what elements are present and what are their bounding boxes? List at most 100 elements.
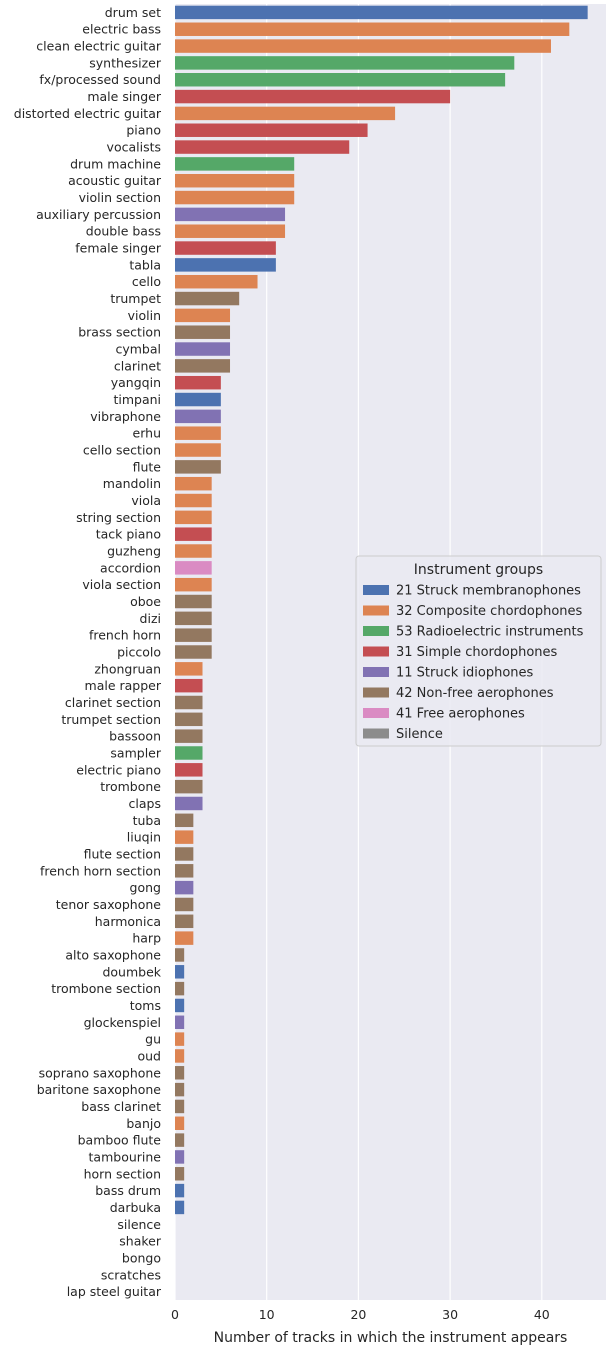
y-tick-label: clarinet section [65,695,161,710]
bar [175,830,194,844]
bar [175,5,588,20]
y-tick-label: scratches [101,1267,161,1282]
bar [175,695,203,710]
bar [175,779,203,794]
legend-label: 42 Non-free aerophones [396,686,554,701]
y-tick-label: harp [132,931,161,946]
bar [175,1032,185,1046]
y-tick-label: guzheng [107,544,161,559]
bar [175,426,221,440]
y-tick-label: brass section [78,325,161,340]
bar [175,258,276,272]
bar [175,965,185,979]
y-tick-label: sampler [110,745,161,760]
legend-swatch [363,646,389,657]
bar [175,645,212,659]
bar [175,140,350,154]
y-tick-label: glockenspiel [84,1015,161,1030]
bar [175,914,194,929]
legend-label: 21 Struck membranophones [396,584,581,599]
bar [175,241,276,255]
y-tick-label: flute [133,459,162,474]
bar [175,1082,185,1097]
y-tick-label: flute section [84,846,161,861]
bar [175,56,515,70]
y-tick-label: lap steel guitar [67,1284,162,1299]
y-tick-label: acoustic guitar [68,173,162,188]
bar [175,746,203,760]
x-tick-label: 0 [171,1307,179,1322]
y-tick-label: trumpet [110,291,161,306]
bar [175,359,231,373]
x-tick-label: 20 [350,1307,366,1322]
legend-swatch [363,728,389,739]
bar [175,493,212,508]
y-tick-label: baritone saxophone [37,1082,162,1097]
bar [175,157,295,171]
bar [175,981,185,996]
y-tick-label: synthesizer [89,55,162,70]
legend-swatch [363,687,389,698]
y-tick-label: clean electric guitar [36,39,162,54]
y-tick-label: tabla [129,257,161,272]
y-tick-label: male singer [87,89,162,104]
bar [175,611,212,626]
y-tick-label: horn section [84,1166,161,1181]
bar [175,1099,185,1114]
y-tick-label: soprano saxophone [39,1065,162,1080]
legend-title: Instrument groups [414,562,543,578]
bar [175,291,240,306]
bar [175,308,231,323]
y-tick-label: bass clarinet [81,1099,161,1114]
y-tick-label: violin [128,308,161,323]
y-tick-label: mandolin [103,476,161,491]
legend-swatch [363,626,389,636]
legend: Instrument groups 21 Struck membranophon… [355,555,602,747]
bar [175,476,212,491]
bar [175,847,194,861]
y-tick-label: french horn section [40,863,161,878]
y-tick-label: banjo [126,1116,161,1131]
bar [175,813,194,828]
y-tick-label: french horn [89,628,161,643]
legend-swatch [363,667,389,677]
x-axis-title: Number of tracks in which the instrument… [214,1330,568,1345]
bar [175,544,212,558]
bar [175,1066,185,1080]
y-tick-label: claps [129,796,161,811]
legend-label: Silence [396,727,443,742]
bar [175,864,194,878]
bar [175,443,221,457]
y-tick-label: double bass [86,224,161,239]
bar [175,39,551,53]
legend-label: 41 Free aerophones [396,707,525,722]
y-tick-label: gu [145,1032,161,1047]
y-tick-label: trumpet section [61,712,161,727]
y-tick-label: bongo [122,1250,161,1265]
legend-swatch [363,585,389,595]
y-tick-label: female singer [75,241,162,256]
y-tick-label: drum machine [70,156,161,171]
bar [175,1049,185,1063]
bar [175,931,194,945]
bar [175,1133,185,1147]
bar [175,763,203,777]
bar [175,1116,185,1131]
y-tick-label: cello section [83,443,161,458]
bar [175,325,231,339]
legend-label: 32 Composite chordophones [396,604,583,619]
y-tick-label: bass drum [95,1183,161,1198]
y-tick-label: cello [132,274,161,289]
legend-swatch [363,605,389,616]
bar [175,22,570,36]
y-tick-label: liuqin [127,830,161,845]
y-tick-label: shaker [119,1234,162,1249]
y-tick-label: string section [76,510,161,525]
bar [175,89,451,104]
bar [175,998,185,1013]
y-tick-label: oboe [130,594,161,609]
y-tick-label: tack piano [96,527,161,542]
y-tick-label: doumbek [102,964,161,979]
x-tick-label: 30 [442,1307,458,1322]
